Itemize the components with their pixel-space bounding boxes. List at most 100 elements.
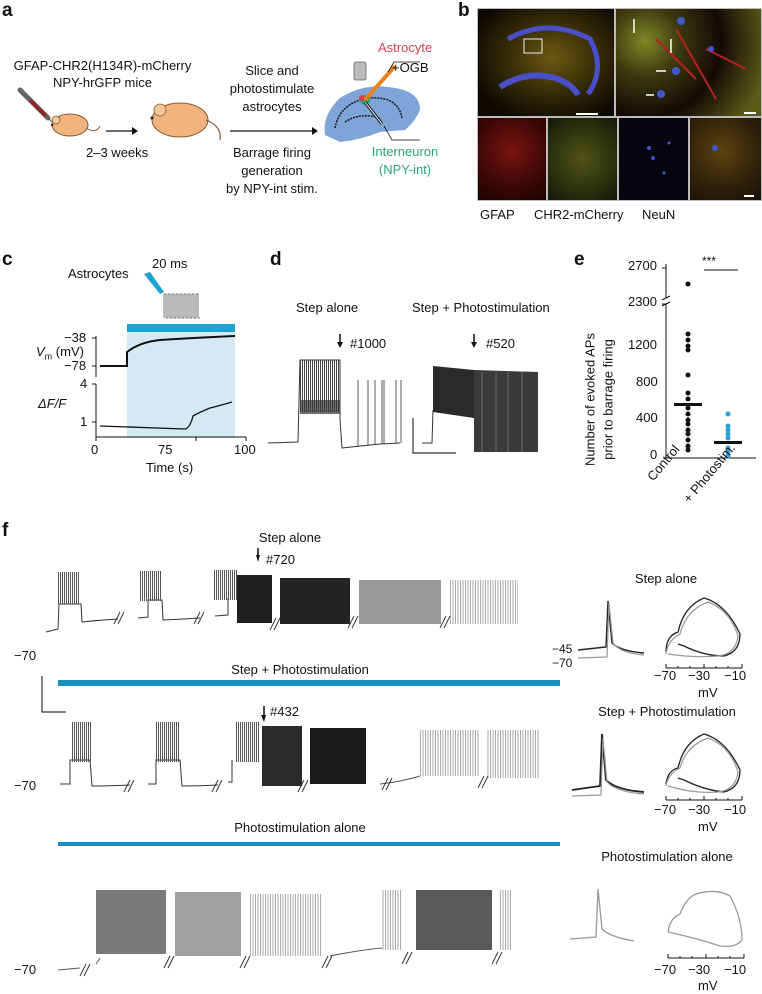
phase2-xtick-10: −10 — [724, 802, 747, 817]
inset-spike-label-70: −70 — [552, 656, 573, 670]
channel-label-gfap: GFAP — [480, 207, 515, 222]
e-ylabel-line1: Number of evoked APs — [582, 333, 598, 466]
hippocampal-slice-illustration — [324, 61, 420, 142]
phase2-xlabel: mV — [698, 819, 718, 834]
interneuron-label-1: Interneuron — [371, 144, 439, 159]
f-row3-traces — [57, 890, 512, 977]
f-row2-light-bar-top — [58, 680, 560, 684]
step-bottom-1: Barrage firing — [232, 145, 312, 160]
panel-e-scatter — [661, 264, 756, 459]
duration-label: 2–3 weeks — [86, 145, 149, 160]
inset-phase-1 — [665, 597, 743, 669]
micrograph-zoomed-merge — [615, 8, 762, 117]
ytick-1200: 1200 — [628, 337, 657, 352]
ytick-400: 400 — [636, 410, 658, 425]
ogb-label: +OGB — [392, 60, 429, 75]
f-row2-traces — [60, 706, 540, 793]
micrograph-gfap-channel — [477, 117, 547, 201]
micrograph-neun-channel — [618, 117, 689, 201]
panel-d-letter: d — [270, 249, 282, 270]
xlabel-time: Time (s) — [146, 460, 194, 475]
f-row3-light-bar — [58, 842, 560, 846]
ytick-2700: 2700 — [628, 258, 657, 273]
mouse-line-1: GFAP-CHR2(H134R)-mCherry — [13, 58, 192, 73]
arrow-icon — [106, 127, 138, 135]
inset-title-1: Step alone — [634, 571, 698, 586]
panel-c-chart — [92, 272, 247, 441]
inset-phase-2 — [665, 733, 743, 801]
inset-spike-1 — [577, 600, 645, 659]
phase1-xtick-10: −10 — [724, 668, 747, 683]
ytick-dff-top: 4 — [80, 376, 88, 391]
d-marker-left: #1000 — [350, 336, 387, 351]
phase2-xtick-30: −30 — [688, 802, 711, 817]
inset-phase-3 — [667, 890, 745, 959]
phase3-xtick-70: −70 — [654, 962, 677, 977]
ytick-800: 800 — [636, 374, 658, 389]
ytick-dff-bottom: 1 — [80, 414, 88, 429]
interneuron-label-2: (NPY-int) — [378, 162, 432, 177]
channel-label-neun: NeuN — [642, 207, 676, 222]
phase2-xtick-70: −70 — [654, 802, 677, 817]
ytick-0: 0 — [650, 447, 658, 462]
f-row1-baseline: −70 — [14, 648, 37, 663]
arrow-icon — [230, 127, 318, 135]
inset-spike-3 — [569, 888, 635, 942]
e-ylabel: Number of evoked APs prior to barrage fi… — [560, 300, 620, 520]
xtick-100: 100 — [234, 442, 256, 457]
f-row3-title: Photostimulation alone — [234, 820, 366, 835]
micrograph-chr2-channel — [547, 117, 618, 201]
step-top-2: photostimulate — [229, 81, 315, 96]
step-bottom-2: generation — [241, 163, 303, 178]
panel-f-letter: f — [2, 520, 9, 541]
inset-title-3: Photostimulation alone — [601, 849, 733, 864]
f-row2-baseline: −70 — [14, 778, 37, 793]
phase1-xtick-70: −70 — [654, 668, 677, 683]
step-bottom-3: by NPY-int stim. — [226, 181, 318, 196]
adult-mouse-icon — [150, 102, 221, 141]
panel-c-letter: c — [2, 249, 13, 270]
channel-label-chr2: CHR2-mCherry — [534, 207, 624, 222]
f-row1-traces — [45, 548, 518, 633]
ytick-2300: 2300 — [628, 294, 657, 309]
phase1-xlabel: mV — [698, 685, 718, 700]
f-row2-marker: #432 — [270, 704, 299, 719]
d-title-left: Step alone — [296, 300, 359, 315]
phase3-xlabel: mV — [698, 978, 718, 993]
f-row3-baseline: −70 — [14, 962, 37, 977]
phase3-xtick-10: −10 — [724, 962, 747, 977]
panel-b-letter: b — [458, 0, 470, 21]
phase1-xtick-30: −30 — [688, 668, 711, 683]
phase3-xtick-30: −30 — [688, 962, 711, 977]
panel-d-traces — [267, 334, 538, 454]
e-ylabel-line2: prior to barrage firing — [600, 339, 616, 460]
pulse-label: 20 ms — [152, 256, 188, 271]
significance-stars: *** — [702, 254, 717, 268]
inset-spike-label-45: −45 — [552, 642, 573, 656]
young-mouse-icon — [50, 113, 101, 137]
panel-a-letter: a — [2, 0, 13, 21]
panel-e-letter: e — [574, 249, 585, 270]
xtick-75: 75 — [158, 442, 173, 457]
ylabel-vm: Vm (mV) — [36, 344, 84, 362]
astrocyte-label: Astrocyte — [378, 40, 433, 55]
micrograph-merge-channel — [689, 117, 762, 201]
f-row2-title: Step + Photostimulation — [231, 662, 369, 677]
ytick-vm-bottom: −78 — [64, 358, 87, 373]
xtick-0: 0 — [91, 442, 99, 457]
ytick-vm-top: −38 — [64, 330, 87, 345]
ylabel-dff: ΔF/F — [38, 396, 67, 411]
f-row2-light-bar — [58, 682, 560, 686]
step-top-1: Slice and — [245, 63, 299, 78]
step-top-3: astrocytes — [242, 99, 302, 114]
f-row1-title: Step alone — [258, 530, 322, 545]
f-scale-bar — [41, 676, 66, 713]
f-row1-marker: #720 — [266, 552, 295, 567]
inset-spike-2 — [571, 733, 645, 797]
stim-label: Astrocytes — [68, 266, 129, 281]
inset-title-2: Step + Photostimulation — [598, 704, 736, 719]
d-marker-right: #520 — [486, 336, 515, 351]
micrograph-hippocampus-overview — [477, 8, 615, 117]
d-title-right: Step + Photostimulation — [412, 300, 550, 315]
mouse-line-2: NPY-hrGFP mice — [53, 75, 152, 90]
